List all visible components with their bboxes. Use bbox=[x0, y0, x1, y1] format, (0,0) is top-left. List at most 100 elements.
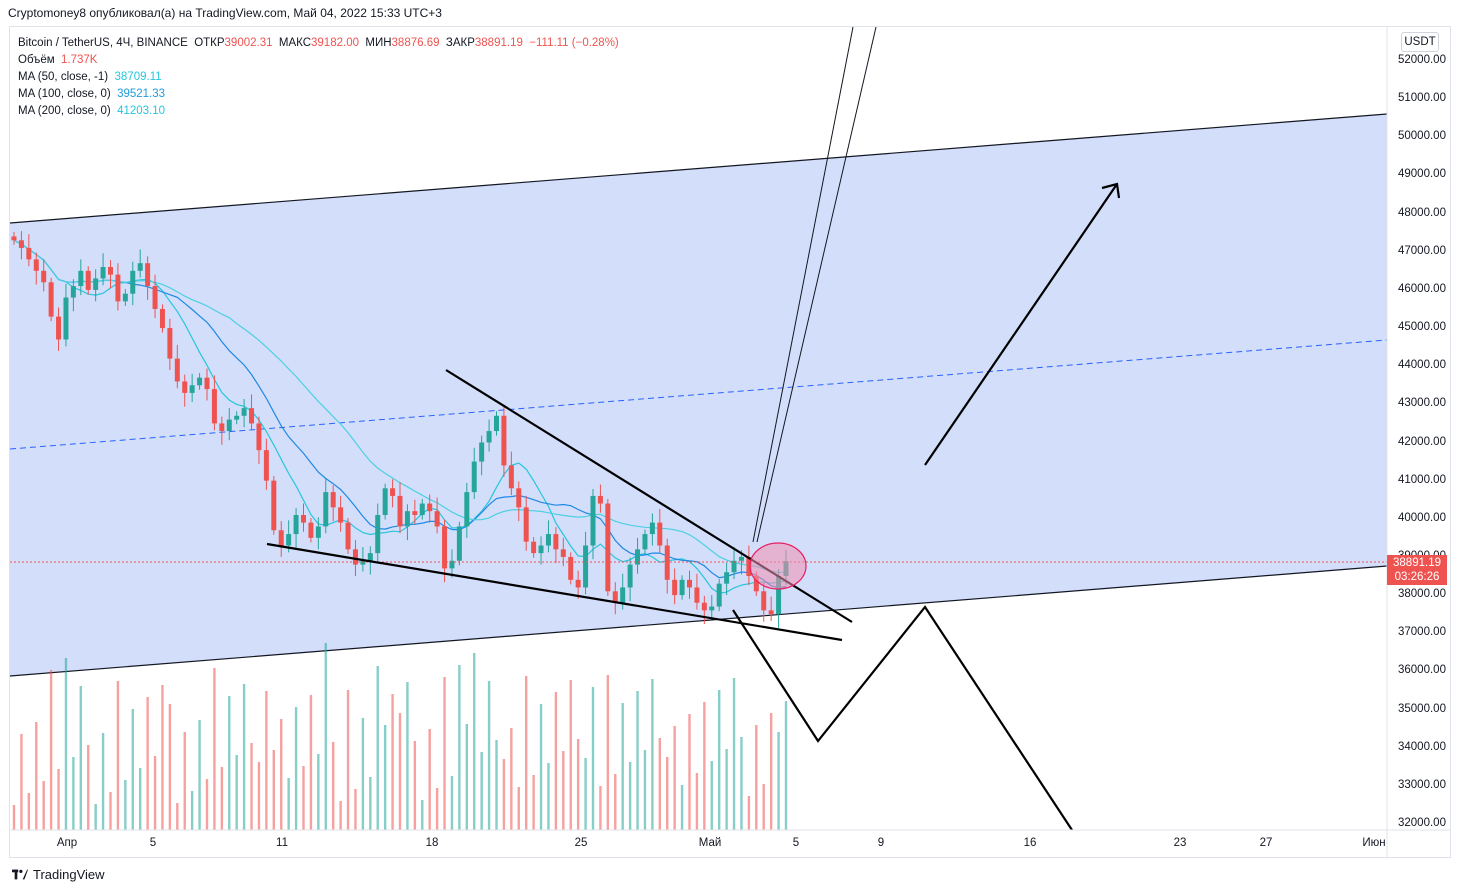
volume-bar bbox=[161, 685, 164, 830]
candle-body bbox=[301, 514, 306, 523]
volume-bar bbox=[250, 743, 253, 830]
price-tick-label: 34000.00 bbox=[1398, 740, 1446, 753]
volume-bar bbox=[109, 792, 112, 830]
volume-bar bbox=[406, 682, 409, 830]
close-value: 38891.19 bbox=[474, 37, 523, 49]
volume-bar bbox=[695, 773, 699, 830]
candle-body bbox=[204, 377, 210, 390]
volume-bar bbox=[198, 720, 201, 830]
candle-body bbox=[108, 267, 113, 275]
channel-upper-line[interactable] bbox=[10, 113, 1387, 224]
volume-bar bbox=[688, 714, 691, 830]
candle-body bbox=[716, 583, 722, 607]
volume-bar bbox=[287, 778, 290, 830]
volume-bar bbox=[769, 713, 773, 830]
tradingview-logo-icon bbox=[12, 869, 28, 880]
volume-bar bbox=[235, 755, 238, 830]
candle-body bbox=[419, 503, 425, 515]
legend-volume-row[interactable]: Объём 1.737K bbox=[18, 52, 619, 69]
volume-bar bbox=[673, 726, 676, 830]
volume-bar bbox=[12, 805, 16, 830]
volume-bar bbox=[725, 749, 728, 830]
price-tick-label: 36000.00 bbox=[1398, 664, 1446, 677]
candle-body bbox=[627, 564, 633, 588]
candle-body bbox=[390, 488, 396, 496]
open-label: ОТКР bbox=[194, 37, 225, 49]
volume-bar bbox=[621, 703, 624, 830]
channel-midline[interactable] bbox=[10, 339, 1387, 450]
candle-body bbox=[516, 488, 522, 508]
price-tick-label: 41000.00 bbox=[1398, 473, 1446, 486]
volume-bar bbox=[747, 796, 751, 830]
time-tick-label: 27 bbox=[1259, 837, 1273, 849]
candle-body bbox=[375, 514, 381, 554]
breakout-highlight-circle[interactable] bbox=[749, 542, 807, 590]
candle-body bbox=[494, 415, 499, 432]
candle-body bbox=[753, 576, 759, 592]
volume-bar bbox=[450, 776, 454, 830]
volume-bar bbox=[443, 677, 446, 830]
change-value: −111.11 (−0.28%) bbox=[529, 37, 619, 49]
candle-body bbox=[263, 450, 269, 481]
ma50-label: MA (50, close, -1) bbox=[18, 71, 109, 83]
price-tick-label: 50000.00 bbox=[1398, 130, 1446, 143]
high-value: 39182.00 bbox=[311, 37, 359, 49]
projection-line-a[interactable] bbox=[752, 27, 854, 543]
legend-ma50-row[interactable]: MA (50, close, -1) 38709.11 bbox=[18, 69, 619, 86]
channel-lower-line[interactable] bbox=[10, 565, 1387, 677]
candle-body bbox=[679, 579, 685, 596]
candle-body bbox=[501, 415, 507, 466]
candle-body bbox=[657, 522, 663, 546]
candle-body bbox=[382, 488, 388, 515]
volume-bar bbox=[42, 781, 45, 830]
current-price-tag: 38891.19 03:26:26 bbox=[1387, 555, 1447, 585]
candle-body bbox=[687, 579, 692, 588]
footer-brand[interactable]: TradingView bbox=[12, 867, 105, 882]
chart-frame bbox=[9, 26, 1451, 858]
bearish-zigzag-path[interactable] bbox=[732, 605, 1073, 830]
volume-bar bbox=[220, 767, 224, 830]
volume-bar bbox=[606, 675, 610, 830]
legend-ma100-row[interactable]: MA (100, close, 0) 39521.33 bbox=[18, 86, 619, 103]
symbol-label[interactable]: Bitcoin / TetherUS, 4Ч, BINANCE bbox=[18, 37, 188, 49]
time-tick-label: 5 bbox=[149, 837, 157, 849]
volume-bar bbox=[302, 766, 305, 830]
candle-body bbox=[278, 530, 284, 546]
candle-body bbox=[352, 549, 358, 565]
candle-body bbox=[211, 389, 217, 424]
projection-line-b[interactable] bbox=[756, 27, 877, 543]
volume-bar bbox=[717, 690, 721, 830]
candle-body bbox=[271, 480, 277, 531]
candle-body bbox=[18, 240, 24, 248]
candle-body bbox=[41, 270, 47, 283]
volume-bar bbox=[458, 665, 461, 830]
volume-bar bbox=[517, 787, 520, 830]
volume-bar bbox=[547, 763, 550, 830]
bullish-arrow[interactable] bbox=[924, 182, 1121, 466]
volume-bar bbox=[87, 745, 90, 830]
volume-bar bbox=[480, 752, 483, 830]
time-tick-label: 11 bbox=[276, 837, 288, 849]
ma200-value: 41203.10 bbox=[117, 105, 166, 117]
candle-body bbox=[701, 602, 707, 611]
candle-body bbox=[249, 408, 255, 424]
volume-bar bbox=[339, 801, 342, 830]
candle-body bbox=[286, 534, 292, 546]
candle-body bbox=[63, 297, 69, 340]
candle-body bbox=[360, 560, 366, 565]
price-tick-label: 32000.00 bbox=[1398, 817, 1446, 829]
candle-body bbox=[412, 511, 418, 515]
currency-button[interactable]: USDT bbox=[1401, 32, 1439, 52]
volume-bar bbox=[57, 769, 60, 830]
ma200-label: MA (200, close, 0) bbox=[18, 105, 111, 117]
legend-ma200-row[interactable]: MA (200, close, 0) 41203.10 bbox=[18, 103, 619, 120]
candle-body bbox=[449, 560, 455, 569]
volume-bar bbox=[205, 779, 209, 830]
candle-body bbox=[738, 556, 744, 561]
time-tick-label: 16 bbox=[1023, 837, 1037, 849]
candle-body bbox=[308, 522, 314, 538]
wedge-lower-line[interactable] bbox=[266, 542, 843, 642]
candle-body bbox=[605, 503, 611, 592]
volume-label: Объём bbox=[18, 54, 55, 66]
